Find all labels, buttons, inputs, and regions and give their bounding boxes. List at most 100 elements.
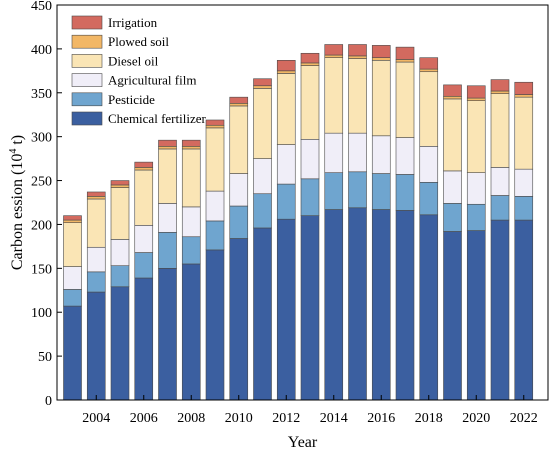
bar-segment-irrigation-2019 (443, 84, 462, 97)
legend-label-plowed-soil: Plowed soil (108, 34, 169, 49)
bar-segment-agricultural-film-2017 (395, 137, 415, 175)
x-tick-label: 2004 (82, 411, 110, 426)
bar-segment-irrigation-2007 (158, 139, 177, 147)
x-tick-label: 2012 (272, 411, 300, 426)
bar-segment-chemical-fertilizer-2015 (348, 207, 367, 401)
bar-segment-chemical-fertilizer-2021 (490, 219, 510, 401)
bar-segment-diesel-oil-2018 (419, 71, 439, 147)
bar-segment-diesel-oil-2015 (348, 58, 367, 134)
bar-segment-plowed-soil-2007 (158, 146, 177, 150)
legend-swatch-irrigation (71, 15, 103, 30)
legend-swatch-agricultural-film (71, 73, 103, 87)
bar-segment-diesel-oil-2014 (324, 57, 344, 134)
bar-segment-plowed-soil-2005 (110, 184, 130, 188)
bar-segment-plowed-soil-2021 (490, 90, 510, 94)
bar-segment-pesticide-2010 (229, 205, 249, 239)
bars-layer (63, 44, 534, 401)
bar-segment-agricultural-film-2015 (348, 132, 367, 173)
bar-segment-diesel-oil-2019 (443, 98, 462, 172)
bar-segment-diesel-oil-2008 (181, 148, 201, 208)
bar-segment-diesel-oil-2003 (63, 222, 82, 267)
bar-segment-diesel-oil-2011 (253, 88, 272, 159)
bar-segment-chemical-fertilizer-2022 (514, 219, 534, 401)
bar-segment-irrigation-2009 (205, 119, 225, 126)
bar-segment-agricultural-film-2009 (205, 190, 225, 222)
bar-segment-agricultural-film-2005 (110, 239, 130, 266)
bar-segment-plowed-soil-2003 (63, 219, 82, 223)
bar-segment-diesel-oil-2017 (395, 61, 415, 138)
bar-segment-agricultural-film-2004 (86, 246, 106, 273)
legend-swatch-diesel-oil (71, 54, 103, 68)
bar-segment-agricultural-film-2012 (276, 144, 296, 185)
bar-segment-irrigation-2021 (490, 79, 510, 92)
y-tick-label: 400 (31, 43, 52, 58)
y-axis-title-unit: t) (9, 135, 26, 149)
bar-segment-pesticide-2004 (86, 271, 106, 293)
bar-segment-chemical-fertilizer-2018 (419, 214, 439, 401)
bar-segment-plowed-soil-2006 (134, 167, 154, 171)
bar-segment-pesticide-2020 (466, 203, 486, 231)
bar-segment-chemical-fertilizer-2006 (134, 277, 154, 401)
bar-segment-irrigation-2011 (253, 78, 272, 87)
bar-segment-agricultural-film-2013 (300, 139, 320, 180)
legend-label-diesel-oil: Diesel oil (108, 53, 159, 68)
legend-label-chemical-fertilizer: Chemical fertilizer (108, 111, 206, 126)
bar-segment-chemical-fertilizer-2013 (300, 215, 320, 401)
bar-segment-pesticide-2008 (181, 236, 201, 265)
axes-layer (56, 4, 549, 401)
bar-segment-pesticide-2017 (395, 174, 415, 211)
bar-segment-diesel-oil-2012 (276, 73, 296, 145)
legend-label-agricultural-film: Agricultural film (108, 73, 196, 88)
bar-segment-pesticide-2009 (205, 220, 225, 251)
bar-segment-plowed-soil-2014 (324, 54, 344, 58)
bar-segment-irrigation-2004 (86, 191, 106, 197)
x-tick-label: 2018 (415, 411, 443, 426)
bar-segment-diesel-oil-2016 (371, 59, 391, 137)
bar-segment-plowed-soil-2017 (395, 59, 415, 63)
bar-segment-irrigation-2018 (419, 57, 439, 70)
bar-segment-plowed-soil-2012 (276, 70, 296, 74)
bar-segment-agricultural-film-2020 (466, 172, 486, 205)
bar-segment-pesticide-2014 (324, 172, 344, 210)
y-tick-label: 50 (38, 350, 52, 365)
x-tick-label: 2016 (367, 411, 395, 426)
bar-segment-irrigation-2008 (181, 139, 201, 147)
bar-segment-chemical-fertilizer-2020 (466, 230, 486, 401)
y-axis-title: Carbon ession (104 t) (8, 135, 26, 270)
plot-frame (56, 4, 549, 401)
bar-segment-pesticide-2019 (443, 203, 462, 232)
bar-segment-irrigation-2016 (371, 45, 391, 58)
bar-segment-plowed-soil-2020 (466, 97, 486, 101)
x-tick-label: 2014 (320, 411, 348, 426)
bar-segment-irrigation-2003 (63, 215, 82, 221)
bar-segment-pesticide-2005 (110, 265, 130, 288)
bar-segment-agricultural-film-2011 (253, 158, 272, 195)
y-axis-title-superscript: 4 (8, 149, 19, 154)
bar-segment-irrigation-2012 (276, 59, 296, 72)
bar-segment-chemical-fertilizer-2010 (229, 238, 249, 401)
y-tick-label: 150 (31, 262, 52, 277)
bar-segment-chemical-fertilizer-2019 (443, 231, 462, 401)
legend-label-irrigation: Irrigation (108, 15, 158, 30)
bar-segment-chemical-fertilizer-2011 (253, 227, 272, 401)
legend: Irrigation Plowed soil Diesel oil Agricultu… (71, 15, 206, 126)
bar-segment-agricultural-film-2022 (514, 168, 534, 197)
bar-segment-irrigation-2006 (134, 161, 154, 168)
bar-segment-plowed-soil-2015 (348, 55, 367, 59)
bar-segment-irrigation-2020 (466, 85, 486, 99)
bar-segment-agricultural-film-2021 (490, 167, 510, 196)
bar-segment-pesticide-2011 (253, 193, 272, 229)
x-tick-label: 2010 (225, 411, 253, 426)
bar-segment-chemical-fertilizer-2004 (86, 291, 106, 401)
bar-segment-agricultural-film-2007 (158, 203, 177, 233)
bar-segment-diesel-oil-2005 (110, 187, 130, 240)
legend-label-pesticide: Pesticide (108, 92, 155, 107)
bar-segment-agricultural-film-2003 (63, 266, 82, 290)
bar-segment-agricultural-film-2008 (181, 206, 201, 238)
bar-segment-plowed-soil-2008 (181, 146, 201, 150)
bar-segment-pesticide-2007 (158, 232, 177, 269)
bar-segment-diesel-oil-2006 (134, 169, 154, 226)
bar-segment-plowed-soil-2022 (514, 94, 534, 98)
bar-segment-diesel-oil-2022 (514, 96, 534, 170)
